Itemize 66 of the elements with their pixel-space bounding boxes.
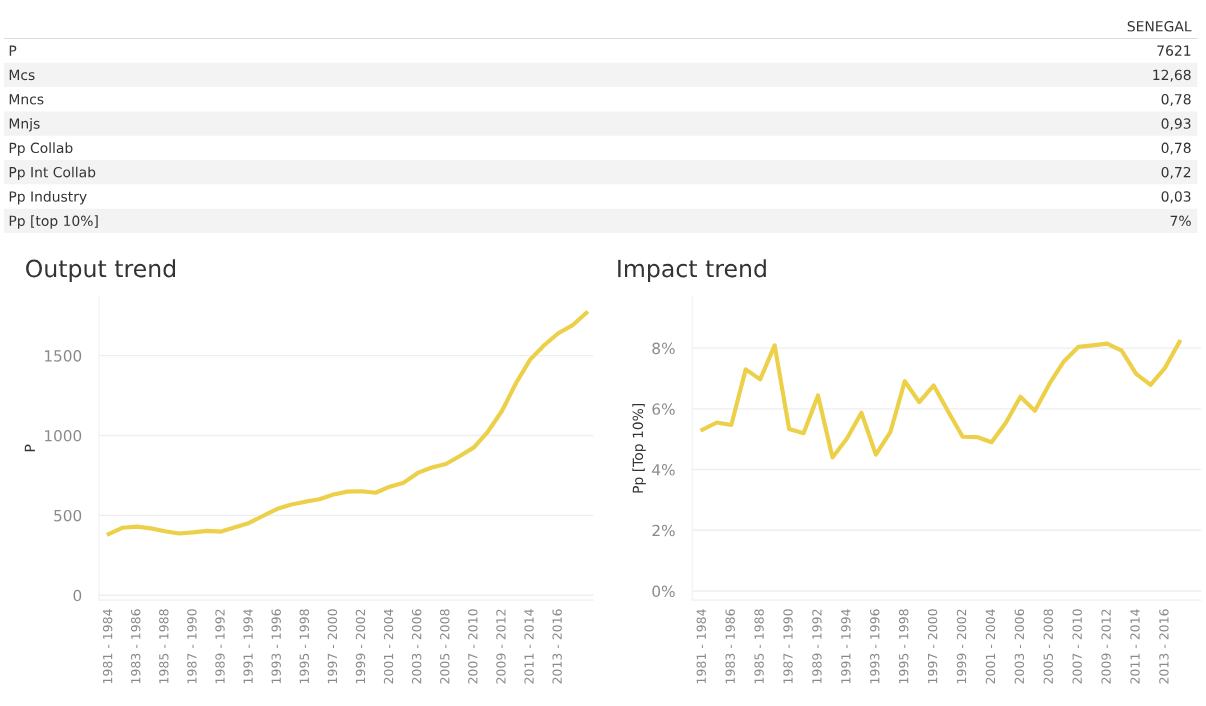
x-tick-label: 2011 - 2014: [524, 609, 534, 684]
y-tick-label: 0: [73, 589, 82, 602]
y-tick-label: 8%: [652, 342, 675, 355]
x-tick-label: 2005 - 2008: [1043, 609, 1053, 684]
text: 0,03: [1161, 191, 1191, 204]
x-tick-label: 1981 - 1984: [102, 609, 113, 684]
x-tick-label: 2005 - 2008: [440, 609, 450, 684]
x-tick-label: 2003 - 2006: [411, 609, 422, 684]
category-label: Mncs: [9, 94, 44, 105]
x-tick-label: 1985 - 1988: [754, 609, 764, 684]
x-tick-label: 1997 - 2000: [327, 609, 338, 684]
y-axis-title: P: [24, 444, 35, 452]
text: 0,72: [1161, 166, 1191, 179]
category-label: P: [9, 45, 17, 56]
y-tick-label: 6%: [652, 403, 675, 415]
text: 7621: [1157, 45, 1191, 56]
x-tick-label: 1989 - 1992: [812, 609, 822, 684]
x-tick-label: 2011 - 2014: [1130, 609, 1140, 684]
y-tick-label: 500: [54, 509, 82, 522]
category-label: Mcs: [9, 69, 35, 81]
x-tick-label: 1989 - 1992: [215, 609, 225, 684]
y-tick-label: 1000: [45, 429, 82, 442]
line-series: [106, 310, 589, 537]
x-tick-label: 1993 - 1996: [870, 609, 880, 684]
x-tick-label: 1995 - 1998: [898, 609, 909, 684]
x-tick-label: 1981 - 1984: [696, 609, 706, 684]
y-tick-label: 1500: [45, 350, 82, 362]
x-tick-label: 2013 - 2016: [552, 609, 562, 684]
chart-title: Impact trend: [618, 259, 766, 282]
x-tick-label: 1987 - 1990: [187, 609, 197, 684]
category-label: Mnjs: [9, 118, 40, 132]
x-tick-label: 1983 - 1986: [130, 609, 141, 684]
x-tick-label: 1985 - 1988: [159, 609, 169, 684]
category-label: Pp Collab: [9, 142, 73, 156]
y-tick-label: 2%: [652, 524, 675, 537]
category-label: Pp Int Collab: [9, 166, 96, 181]
text: 0,78: [1161, 142, 1191, 155]
x-tick-label: 1995 - 1998: [299, 609, 310, 684]
x-tick-label: 1987 - 1990: [783, 609, 793, 684]
x-tick-label: 1991 - 1994: [841, 609, 851, 684]
x-tick-label: 2001 - 2004: [383, 609, 394, 684]
x-tick-label: 2007 - 2010: [468, 609, 478, 684]
x-tick-label: 1991 - 1994: [243, 609, 253, 684]
text: 0,78: [1161, 93, 1191, 106]
x-tick-label: 2001 - 2004: [985, 609, 996, 684]
text: 7%: [1170, 215, 1191, 227]
category-label: Pp [top 10%]: [9, 215, 98, 229]
x-tick-label: 2007 - 2010: [1072, 609, 1082, 684]
x-tick-label: 2003 - 2006: [1014, 609, 1025, 684]
line-series: [700, 339, 1182, 460]
x-tick-label: 1983 - 1986: [725, 609, 735, 684]
x-tick-label: 1999 - 2002: [355, 609, 366, 684]
x-tick-label: 2013 - 2016: [1159, 609, 1169, 684]
x-tick-label: 2009 - 2012: [496, 609, 506, 684]
x-tick-label: 2009 - 2012: [1101, 609, 1111, 684]
y-axis-title: Pp [Top 10%]: [632, 403, 646, 493]
text: 0,93: [1161, 118, 1191, 131]
text: 12,68: [1153, 69, 1191, 82]
y-tick-label: 4%: [652, 464, 675, 476]
text: SENEGAL: [1127, 21, 1192, 32]
category-label: Pp Industry: [9, 191, 87, 205]
x-tick-label: 1993 - 1996: [271, 609, 281, 684]
x-tick-label: 1999 - 2002: [956, 609, 967, 684]
chart-title: Output trend: [26, 259, 176, 282]
x-tick-label: 1997 - 2000: [927, 609, 938, 684]
y-tick-label: 0%: [652, 585, 675, 598]
